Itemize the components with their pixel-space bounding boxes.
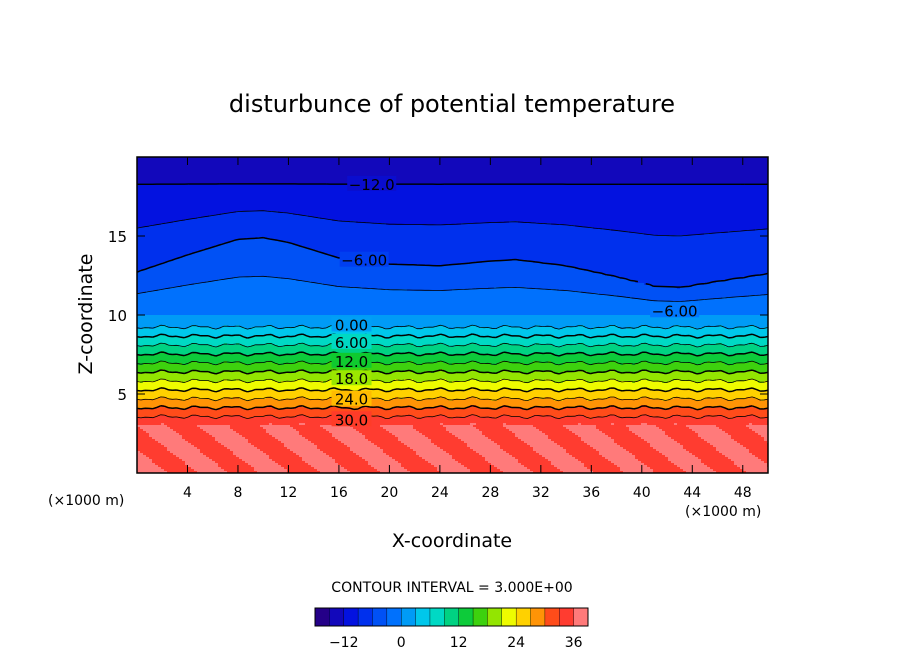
chart-title: disturbunce of potential temperature: [229, 90, 675, 118]
